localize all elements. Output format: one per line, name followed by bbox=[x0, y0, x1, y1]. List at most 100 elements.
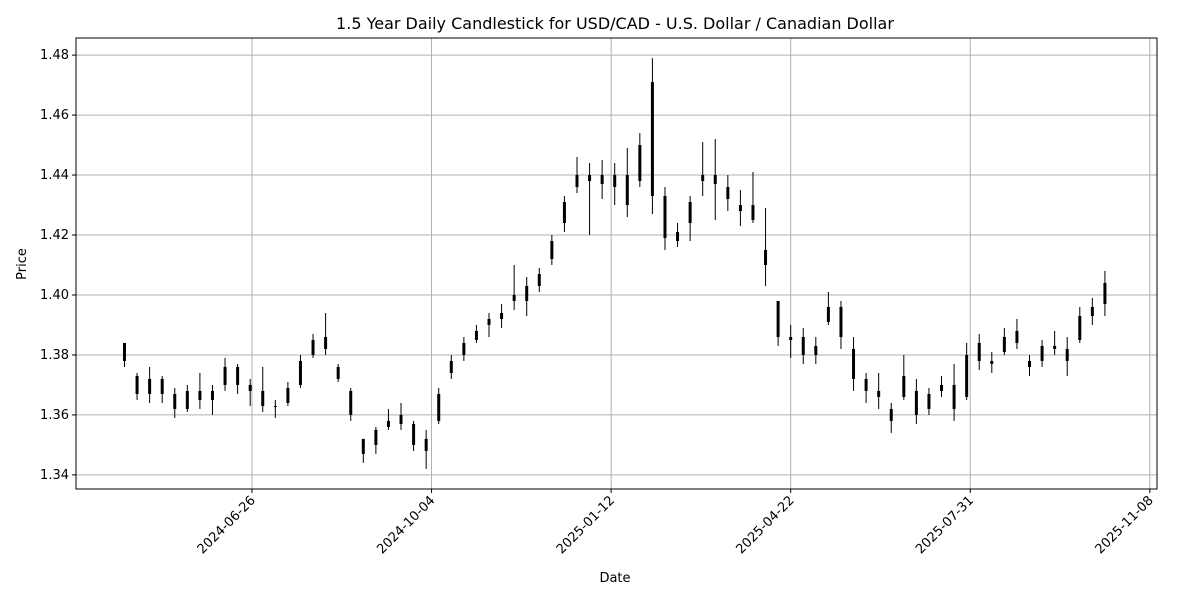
x-axis: 2024-06-26 2024-10-04 2025-01-12 2025-04-22… bbox=[195, 489, 1157, 557]
candle-body bbox=[324, 336, 328, 349]
candle bbox=[122, 342, 126, 367]
candle bbox=[386, 408, 390, 430]
plot-frame bbox=[75, 37, 1158, 490]
candle-body bbox=[864, 378, 868, 391]
candle-body bbox=[839, 306, 843, 337]
candle bbox=[1040, 339, 1044, 367]
candle-body bbox=[701, 175, 705, 182]
candle bbox=[198, 372, 202, 409]
candle-body bbox=[148, 378, 152, 394]
candle bbox=[914, 378, 918, 424]
candle-body bbox=[738, 205, 742, 212]
candle bbox=[1028, 354, 1032, 376]
candle bbox=[148, 366, 152, 403]
candle-body bbox=[399, 414, 403, 424]
candle bbox=[500, 303, 504, 328]
candle bbox=[223, 357, 227, 391]
candle-body bbox=[726, 187, 730, 200]
candle bbox=[776, 300, 780, 346]
candle bbox=[676, 223, 680, 248]
y-tick-label: 1.42 bbox=[40, 228, 69, 243]
candle-body bbox=[927, 393, 931, 409]
candle bbox=[575, 157, 579, 194]
candle bbox=[877, 372, 881, 409]
candle-body bbox=[336, 366, 340, 379]
y-axis: 1.34 1.36 1.38 1.40 1.42 1.44 1.46 1.48 bbox=[40, 48, 76, 483]
candle bbox=[625, 148, 629, 218]
candle-body bbox=[952, 384, 956, 409]
candle-body bbox=[437, 393, 441, 421]
candle bbox=[638, 133, 642, 188]
candle-body bbox=[248, 384, 252, 391]
candle bbox=[726, 175, 730, 212]
candle bbox=[512, 264, 516, 310]
candle bbox=[185, 384, 189, 412]
candle bbox=[738, 190, 742, 227]
candle-body bbox=[550, 241, 554, 260]
candle-body bbox=[562, 202, 566, 224]
candle-body bbox=[801, 336, 805, 355]
candle-body bbox=[1078, 315, 1082, 340]
candle-body bbox=[1028, 360, 1032, 367]
candle-body bbox=[261, 390, 265, 406]
candle bbox=[927, 387, 931, 415]
x-tick-label: 2025-04-22 bbox=[733, 493, 797, 557]
candle bbox=[412, 420, 416, 451]
x-axis-label: Date bbox=[599, 571, 630, 586]
candle bbox=[1078, 306, 1082, 343]
candle-body bbox=[751, 205, 755, 221]
candle-body bbox=[826, 306, 830, 322]
candle-body bbox=[198, 390, 202, 400]
candle bbox=[650, 58, 654, 215]
candle bbox=[1002, 327, 1006, 355]
candle-body bbox=[462, 342, 466, 355]
candle-body bbox=[474, 330, 478, 340]
y-tick-label: 1.48 bbox=[40, 48, 69, 63]
candle-body bbox=[122, 342, 126, 361]
candle-body bbox=[638, 145, 642, 182]
candle bbox=[889, 402, 893, 433]
candle bbox=[525, 276, 529, 316]
y-tick-label: 1.40 bbox=[40, 288, 69, 303]
candle-body bbox=[764, 250, 768, 265]
candle bbox=[839, 300, 843, 349]
candle bbox=[902, 354, 906, 400]
candle-body bbox=[500, 312, 504, 319]
candle-body bbox=[902, 375, 906, 397]
candle bbox=[1103, 270, 1107, 316]
y-tick-label: 1.34 bbox=[40, 468, 69, 483]
y-axis-label: Price bbox=[15, 248, 30, 280]
candle bbox=[399, 402, 403, 430]
candle-body bbox=[361, 438, 365, 454]
candle bbox=[977, 333, 981, 370]
candle bbox=[764, 208, 768, 286]
x-tick-label: 2025-07-31 bbox=[913, 493, 977, 557]
candle bbox=[424, 429, 428, 469]
candle bbox=[537, 267, 541, 292]
candle bbox=[1090, 297, 1094, 325]
candle-body bbox=[349, 390, 353, 415]
y-tick-label: 1.46 bbox=[40, 108, 69, 123]
candle-body bbox=[386, 420, 390, 427]
candles bbox=[122, 58, 1107, 469]
candle bbox=[298, 354, 302, 388]
candle-body bbox=[1065, 348, 1069, 361]
candle-body bbox=[487, 318, 491, 325]
candle-body bbox=[990, 360, 994, 364]
candle bbox=[248, 378, 252, 406]
candle-body bbox=[273, 405, 277, 407]
candle bbox=[336, 363, 340, 382]
candle-body bbox=[135, 375, 139, 394]
candle-body bbox=[789, 336, 793, 340]
candle bbox=[1015, 318, 1019, 349]
candle bbox=[374, 426, 378, 454]
candle bbox=[1065, 336, 1069, 376]
candle bbox=[864, 372, 868, 403]
y-tick-label: 1.44 bbox=[40, 168, 69, 183]
candle bbox=[361, 438, 365, 463]
candle-body bbox=[575, 175, 579, 188]
candle-body bbox=[663, 196, 667, 239]
candle bbox=[713, 139, 717, 221]
candle-body bbox=[424, 438, 428, 451]
